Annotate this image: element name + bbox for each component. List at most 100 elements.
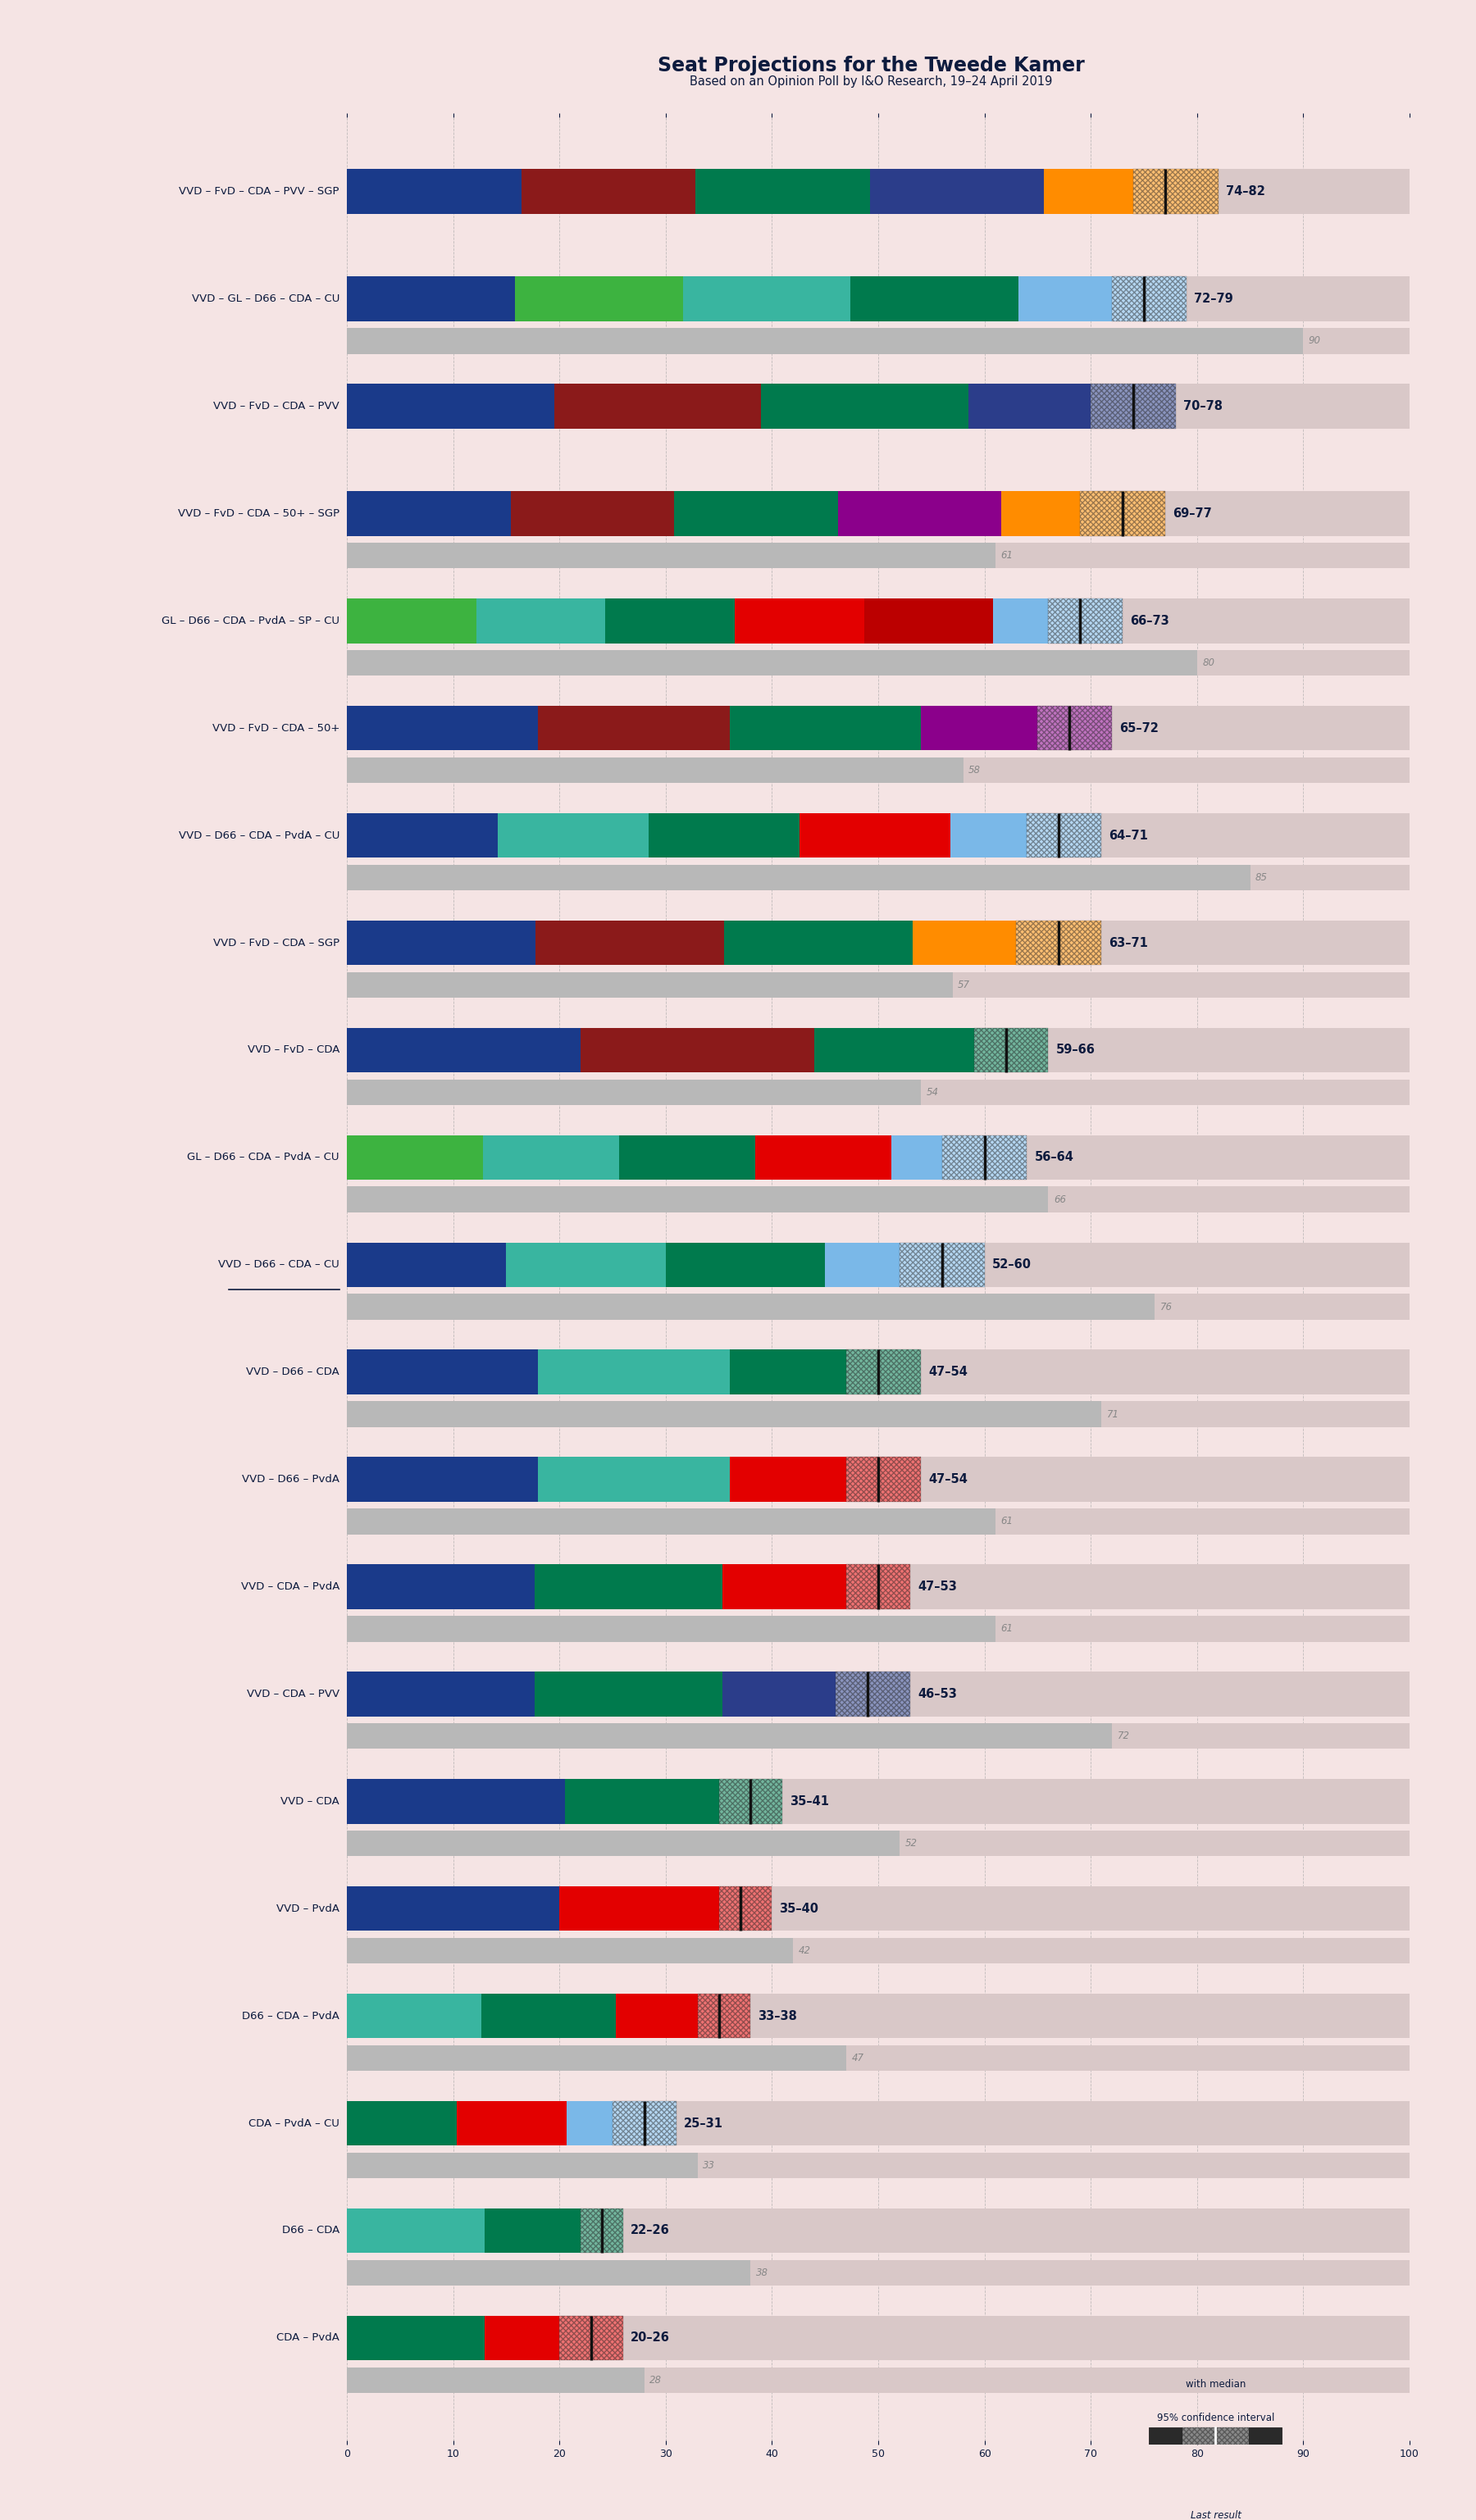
Bar	[912, 920, 1101, 965]
Bar	[347, 1671, 534, 1716]
Bar	[1091, 383, 1176, 428]
Text: 85: 85	[1256, 872, 1268, 882]
Bar	[536, 920, 725, 965]
Bar	[869, 169, 1044, 214]
Text: 54: 54	[925, 1086, 939, 1099]
Bar	[347, 814, 497, 857]
Text: 52: 52	[905, 1837, 917, 1850]
Bar	[347, 2260, 1410, 2286]
Text: 33–38: 33–38	[759, 2011, 797, 2021]
Bar	[347, 1565, 534, 1608]
Text: 28: 28	[649, 2374, 663, 2386]
Text: CDA – PvdA: CDA – PvdA	[276, 2334, 339, 2344]
Text: VVD – PvdA: VVD – PvdA	[276, 1903, 339, 1915]
Bar	[666, 1242, 825, 1288]
Bar	[347, 1509, 1410, 1535]
Text: 61: 61	[1001, 1623, 1013, 1633]
Text: 22–26: 22–26	[630, 2225, 670, 2238]
Bar	[347, 973, 1410, 998]
Bar	[1150, 2427, 1283, 2467]
Bar	[722, 1565, 911, 1608]
Bar	[347, 1028, 580, 1074]
Text: VVD – CDA: VVD – CDA	[280, 1797, 339, 1807]
Text: with median: with median	[1185, 2379, 1246, 2389]
Bar	[729, 1457, 921, 1502]
Bar	[347, 2366, 1410, 2394]
Bar	[951, 814, 1101, 857]
Text: VVD – FvD – CDA – PVV: VVD – FvD – CDA – PVV	[214, 401, 339, 411]
Bar	[347, 1830, 1410, 1857]
Bar	[347, 1724, 1111, 1749]
Text: 46–53: 46–53	[918, 1688, 956, 1701]
Bar	[347, 328, 1410, 353]
Bar	[347, 1457, 539, 1502]
Bar	[968, 383, 1176, 428]
Bar	[347, 2208, 486, 2253]
Bar	[347, 491, 1410, 537]
Bar	[698, 1993, 751, 2039]
Bar	[613, 2102, 676, 2145]
Text: VVD – FvD – CDA – 50+ – SGP: VVD – FvD – CDA – 50+ – SGP	[177, 509, 339, 519]
Bar	[618, 1134, 754, 1179]
Bar	[347, 706, 1410, 751]
Bar	[850, 277, 1018, 320]
Bar	[899, 1242, 984, 1288]
Bar	[1017, 920, 1101, 965]
Bar	[347, 1779, 1410, 1824]
Text: VVD – D66 – PvdA: VVD – D66 – PvdA	[242, 1474, 339, 1484]
Text: 33: 33	[703, 2160, 716, 2170]
Text: 66: 66	[1054, 1194, 1066, 1205]
Bar	[486, 2316, 623, 2361]
Text: 71: 71	[1107, 1409, 1119, 1419]
Text: 47: 47	[852, 2054, 863, 2064]
Bar	[580, 2208, 623, 2253]
Bar	[567, 2102, 676, 2145]
Bar	[1048, 597, 1123, 643]
Bar	[347, 973, 952, 998]
Bar	[347, 1830, 899, 1857]
Bar	[347, 650, 1410, 675]
Bar	[835, 1671, 911, 1716]
Bar	[1002, 491, 1165, 537]
Bar	[1038, 706, 1111, 751]
Bar	[521, 169, 695, 214]
Bar	[838, 491, 1002, 537]
Text: 95% confidence interval: 95% confidence interval	[1157, 2412, 1274, 2422]
Text: 66–73: 66–73	[1131, 615, 1169, 627]
Bar	[347, 1187, 1048, 1212]
Bar	[921, 706, 1111, 751]
Bar	[347, 1079, 921, 1106]
Text: VVD – FvD – CDA – 50+: VVD – FvD – CDA – 50+	[213, 723, 339, 733]
Text: 72–79: 72–79	[1194, 292, 1232, 305]
Bar	[347, 706, 539, 751]
Text: Seat Projections for the Tweede Kamer: Seat Projections for the Tweede Kamer	[657, 55, 1085, 76]
Text: 56–64: 56–64	[1035, 1152, 1073, 1164]
Bar	[347, 759, 964, 784]
Bar	[559, 1887, 772, 1930]
Bar	[347, 1615, 1410, 1641]
Bar	[735, 597, 863, 643]
Text: 80: 80	[1203, 658, 1215, 668]
Bar	[347, 1134, 483, 1179]
Bar	[554, 383, 762, 428]
Text: VVD – CDA – PVV: VVD – CDA – PVV	[246, 1688, 339, 1698]
Text: 61: 61	[1001, 549, 1013, 562]
Bar	[615, 1993, 751, 2039]
Bar	[719, 1887, 772, 1930]
Bar	[347, 1293, 1154, 1320]
Bar	[539, 706, 729, 751]
Bar	[347, 1401, 1410, 1426]
Text: VVD – FvD – CDA – SGP: VVD – FvD – CDA – SGP	[213, 937, 339, 948]
Bar	[347, 1351, 539, 1394]
Bar	[722, 1671, 911, 1716]
Bar	[648, 814, 800, 857]
Text: VVD – D66 – CDA – PvdA – CU: VVD – D66 – CDA – PvdA – CU	[179, 829, 339, 842]
Bar	[846, 1565, 911, 1608]
Text: VVD – GL – D66 – CDA – CU: VVD – GL – D66 – CDA – CU	[192, 292, 339, 305]
Bar	[477, 597, 605, 643]
Bar	[347, 597, 477, 643]
Text: 47–53: 47–53	[918, 1580, 956, 1593]
Bar	[347, 920, 1410, 965]
Text: Last result: Last result	[1190, 2510, 1241, 2520]
Bar	[347, 1938, 1410, 1963]
